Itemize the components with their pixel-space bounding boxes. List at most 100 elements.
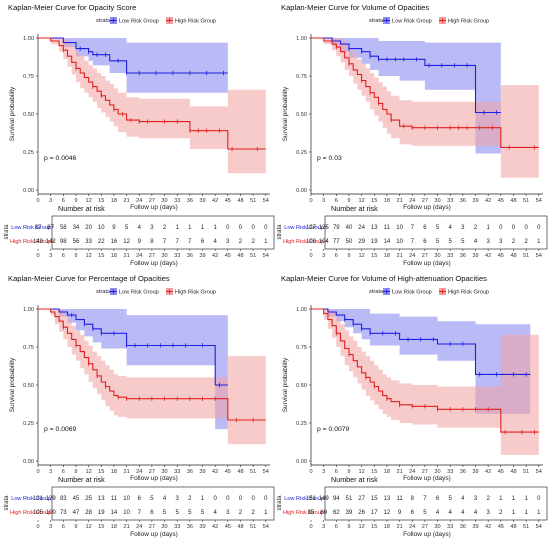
- risk-cell: 14: [111, 510, 118, 516]
- x-tick-label: 21: [396, 469, 402, 475]
- y-tick-label: 0.00: [23, 188, 34, 194]
- risk-cell: 16: [111, 239, 118, 245]
- x-tick-label: 15: [98, 198, 104, 204]
- y-tick-label: 0.75: [23, 345, 34, 351]
- x-tick-label: 27: [149, 198, 155, 204]
- km-panel: Kaplan-Meier Curve for Opacity Score stra…: [4, 3, 275, 267]
- x-tick-label: 48: [237, 469, 243, 475]
- risk-cell: 1: [201, 496, 205, 502]
- risk-cell: 4: [213, 510, 217, 516]
- risk-cell: 3: [461, 225, 465, 231]
- x-tick-label: 24: [136, 469, 142, 475]
- x-tick-label: 24: [409, 198, 415, 204]
- risk-x-tick-label: 30: [161, 524, 167, 530]
- risk-x-tick-label: 45: [498, 524, 504, 530]
- risk-cell: 9: [112, 225, 116, 231]
- risk-table-ylabel: strata: [277, 224, 283, 240]
- risk-x-tick-label: 45: [225, 524, 231, 530]
- x-tick-label: 12: [359, 198, 365, 204]
- survival-line: [38, 308, 228, 386]
- risk-cell: 0: [512, 225, 516, 231]
- ci-band: [311, 38, 539, 178]
- risk-x-tick-label: 42: [485, 524, 491, 530]
- x-tick-label: 51: [523, 469, 529, 475]
- ci-band: [38, 38, 228, 93]
- risk-cell: 3: [150, 225, 154, 231]
- risk-x-tick-label: 9: [74, 253, 77, 259]
- x-tick-label: 36: [187, 198, 193, 204]
- risk-cell: 40: [346, 225, 353, 231]
- risk-cell: 3: [474, 496, 478, 502]
- risk-table-title: Number at risk: [58, 204, 105, 213]
- x-tick-label: 51: [250, 198, 256, 204]
- risk-x-tick-label: 24: [409, 253, 415, 259]
- risk-cell: 1: [512, 510, 516, 516]
- risk-x-tick-label: 6: [62, 253, 65, 259]
- risk-cell: 1: [176, 225, 180, 231]
- risk-cell: 4: [436, 510, 440, 516]
- y-tick-label: 0.75: [296, 345, 307, 351]
- risk-cell: 50: [346, 239, 353, 245]
- risk-cell: 7: [138, 510, 142, 516]
- risk-cell: 26: [358, 510, 365, 516]
- risk-x-tick-label: 39: [472, 253, 478, 259]
- x-tick-label: 3: [49, 469, 52, 475]
- risk-x-tick-label: 24: [409, 524, 415, 530]
- risk-cell: 11: [111, 496, 118, 502]
- risk-x-tick-label: 45: [225, 253, 231, 259]
- risk-x-tick-label: 15: [371, 253, 377, 259]
- x-tick-label: 18: [111, 469, 117, 475]
- risk-x-tick-label: 33: [174, 524, 180, 530]
- risk-cell: 142: [46, 239, 57, 245]
- risk-cell: 7: [163, 239, 167, 245]
- x-tick-label: 39: [472, 469, 478, 475]
- risk-x-tick-label: 24: [136, 253, 142, 259]
- risk-cell: 5: [436, 225, 440, 231]
- p-value: p = 0.03: [317, 155, 342, 162]
- x-tick-label: 6: [62, 198, 65, 204]
- risk-cell: 4: [474, 239, 478, 245]
- risk-x-tick-label: 39: [472, 524, 478, 530]
- y-tick-label: 0.50: [23, 383, 34, 389]
- risk-cell: 10: [396, 225, 403, 231]
- y-tick-label: 0.50: [296, 112, 307, 118]
- risk-cell: 24: [358, 225, 365, 231]
- risk-x-tick-label: 51: [523, 253, 529, 259]
- risk-cell: 20: [85, 225, 92, 231]
- risk-cell: 47: [73, 510, 80, 516]
- x-tick-label: 15: [371, 469, 377, 475]
- risk-x-tick-label: 30: [434, 524, 440, 530]
- risk-cell: 12: [384, 510, 391, 516]
- risk-cell: 4: [461, 510, 465, 516]
- x-tick-label: 21: [123, 198, 129, 204]
- risk-cell: 0: [264, 225, 268, 231]
- x-tick-label: 27: [149, 469, 155, 475]
- risk-x-tick-label: 6: [335, 253, 338, 259]
- risk-cell: 100: [46, 510, 57, 516]
- risk-x-tick-label: 30: [161, 253, 167, 259]
- risk-cell: 2: [251, 239, 255, 245]
- risk-cell: 149: [33, 239, 44, 245]
- risk-cell: 77: [333, 239, 340, 245]
- risk-cell: 29: [358, 239, 365, 245]
- risk-cell: 27: [358, 496, 365, 502]
- risk-cell: 5: [163, 510, 167, 516]
- risk-x-tick-label: 30: [434, 253, 440, 259]
- risk-row-label: High Risk Group: [10, 510, 51, 516]
- risk-cell: 104: [319, 239, 330, 245]
- risk-x-tick-label: 6: [335, 524, 338, 530]
- risk-cell: 2: [474, 225, 478, 231]
- x-tick-label: 48: [510, 198, 516, 204]
- risk-x-tick-label: 51: [250, 524, 256, 530]
- risk-cell: 0: [524, 225, 528, 231]
- x-axis-label: Follow up (days): [130, 475, 178, 482]
- risk-cell: 98: [60, 239, 67, 245]
- p-value: p = 0.0069: [44, 426, 77, 433]
- risk-cell: 1: [264, 510, 268, 516]
- risk-cell: 2: [239, 510, 243, 516]
- risk-table-title: Number at risk: [331, 475, 378, 484]
- chart-title: Kaplan-Meier Curve for Volume of High-at…: [281, 274, 487, 283]
- risk-x-label: Follow up (days): [403, 260, 451, 267]
- risk-x-tick-label: 18: [111, 253, 117, 259]
- x-tick-label: 48: [237, 198, 243, 204]
